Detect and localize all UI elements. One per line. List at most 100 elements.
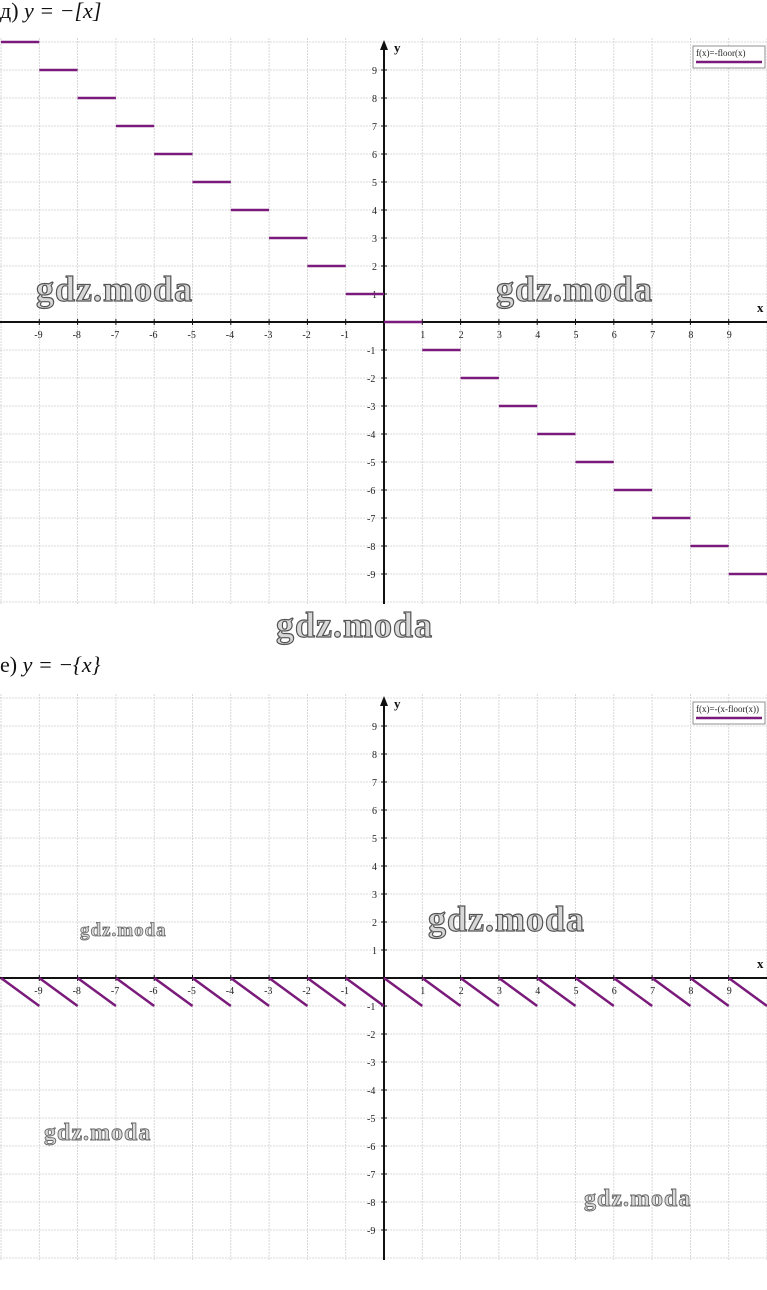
chart-a-x-tick-label: -2: [302, 330, 310, 341]
chart-a-x-tick-label: 6: [612, 330, 617, 341]
chart-b-series-segment: [268, 976, 309, 1008]
chart-b-x-tick-label: 4: [535, 986, 540, 997]
chart-b-title: е) y = −{x}: [0, 652, 100, 678]
chart-a-y-tick-label: 3: [372, 234, 377, 245]
chart-b-series-segment: [727, 976, 767, 1008]
chart-b-series-segment: [306, 976, 347, 1008]
chart-b-x-tick-label: 7: [650, 986, 655, 997]
chart-b-y-tick-label: 5: [372, 834, 377, 845]
chart-b-series-segment: [574, 976, 615, 1008]
chart-a-x-tick-label: 5: [574, 330, 579, 341]
watermark-logo: gdz.moda: [584, 1186, 692, 1213]
chart-b-y-tick-label: -3: [367, 1058, 375, 1069]
chart-b-series-segment: [191, 976, 232, 1008]
chart-a-y-tick-label: -6: [367, 486, 375, 497]
watermark-logo: gdz.moda: [495, 268, 654, 309]
chart-a-y-tick-label: 4: [372, 206, 377, 217]
chart-a-x-tick-label: -6: [149, 330, 157, 341]
chart-b-y-tick-label: -7: [367, 1170, 375, 1181]
chart-b-series-segment: [613, 976, 653, 1008]
watermark-logo: gdz.moda: [44, 1120, 152, 1147]
chart-a-y-tick-label: 2: [372, 262, 377, 273]
chart-a-y-tick-label: 5: [372, 178, 377, 189]
chart-a-x-axis-label: x: [757, 300, 764, 315]
chart-a-x-tick-label: -8: [73, 330, 81, 341]
chart-b-y-tick-label: -5: [367, 1114, 375, 1125]
chart-a-y-tick-label: -3: [367, 402, 375, 413]
chart-a-plot: x y -9 -8 -7 -6 -5 -4 -3 -2 -1 1 2 3 4 5 6 7 8 9 -9 -8 -7 -6 -5 -…: [0, 38, 767, 604]
chart-a-y-axis-label: y: [394, 40, 401, 55]
chart-b-y-tick-label: 4: [372, 862, 377, 873]
chart-b-y-tick-label: -9: [367, 1226, 375, 1237]
chart-b-series-segment: [536, 976, 577, 1008]
chart-a-y-tick-label: 1: [372, 290, 377, 301]
chart-b-y-axis-label: y: [394, 696, 401, 711]
chart-b-x-tick-label: 5: [574, 986, 579, 997]
chart-b-series-segment: [115, 976, 155, 1008]
chart-b-x-tick-label: -1: [341, 986, 349, 997]
chart-a-y-tick-label: -5: [367, 458, 375, 469]
chart-a-x-tick-label: -4: [226, 330, 234, 341]
chart-b-series-segment: [153, 976, 194, 1008]
chart-a-x-tick-label: 4: [535, 330, 540, 341]
chart-b-x-tick-label: -7: [111, 986, 119, 997]
chart-a-y-tick-label: -7: [367, 514, 375, 525]
chart-a-y-tick-label: -4: [367, 430, 375, 441]
chart-b-series-segment: [76, 976, 117, 1008]
chart-b-y-axis-arrow: [380, 696, 388, 706]
chart-b-y-tick-label: 6: [372, 806, 377, 817]
chart-a-y-tick-label: -8: [367, 542, 375, 553]
chart-a-y-axis-arrow: [380, 40, 388, 50]
chart-b-series-segment: [38, 976, 79, 1008]
chart-a-title: д) y = −[x]: [0, 0, 101, 24]
chart-b-title-expr: y = −{x}: [22, 652, 101, 677]
watermark-logo: gdz.moda: [35, 268, 194, 309]
chart-b-series-segment: [689, 976, 730, 1008]
chart-b-y-tick-label: -8: [367, 1198, 375, 1209]
chart-a-x-tick-label: 8: [688, 330, 693, 341]
chart-b-series-segment: [230, 976, 270, 1008]
chart-b-y-tick-label: 2: [372, 918, 377, 929]
chart-a-y-tick-label: -1: [367, 346, 375, 357]
chart-a-x-tick-label: -3: [264, 330, 272, 341]
chart-b-series-segment: [651, 976, 692, 1008]
chart-b-series-segment: [344, 976, 385, 1008]
chart-a-y-tick-label: 6: [372, 150, 377, 161]
chart-a-x-tick-label: 1: [420, 330, 425, 341]
watermark-logo: gdz.moda: [80, 920, 167, 942]
chart-b-plot: x y -9 -8 -7 -6 -5 -4 -3 -2 -1 1 2 3 4 5 6 7 8 9 -9 -8 -7 -6 -5 -…: [0, 694, 767, 1260]
chart-b-x-tick-label: 8: [688, 986, 693, 997]
chart-b-series-segment: [0, 976, 41, 1008]
chart-b-title-prefix: е): [0, 652, 18, 677]
chart-a-x-tick-label: -7: [111, 330, 119, 341]
chart-a-title-expr: y = −[x]: [24, 0, 102, 23]
chart-b-y-tick-label: 1: [372, 946, 377, 957]
chart-a-y-tick-label: 9: [372, 66, 377, 77]
chart-b-x-tick-label: 1: [420, 986, 425, 997]
chart-b-x-tick-label: -8: [73, 986, 81, 997]
chart-b-series-segment: [459, 976, 500, 1008]
chart-b-y-tick-label: 7: [372, 778, 377, 789]
chart-b-x-tick-label: -3: [264, 986, 272, 997]
chart-b-series-segment: [421, 976, 462, 1008]
chart-b-series-segment: [383, 976, 424, 1008]
chart-a-title-prefix: д): [0, 0, 19, 23]
watermark-logo: gdz.moda: [275, 604, 434, 645]
chart-b-x-tick-label: 9: [727, 986, 732, 997]
chart-b-y-tick-label: 9: [372, 722, 377, 733]
chart-b-x-tick-label: 2: [459, 986, 464, 997]
chart-a-x-tick-label: -9: [34, 330, 42, 341]
chart-b-x-tick-label: 3: [497, 986, 502, 997]
chart-a-y-tick-label: 8: [372, 94, 377, 105]
chart-b-x-tick-label: -4: [226, 986, 234, 997]
chart-a-y-tick-label: 7: [372, 122, 377, 133]
chart-a-x-tick-label: 9: [727, 330, 732, 341]
chart-a-y-tick-label: -9: [367, 570, 375, 581]
chart-b-series-segment: [498, 976, 538, 1008]
chart-a-x-tick-label: -1: [341, 330, 349, 341]
chart-b-x-tick-label: -5: [188, 986, 196, 997]
chart-b-x-axis-label: x: [757, 956, 764, 971]
chart-b-x-tick-label: -2: [302, 986, 310, 997]
chart-b-legend-label: f(x)=-(x-floor(x)): [696, 704, 759, 714]
chart-a-x-tick-label: 2: [459, 330, 464, 341]
